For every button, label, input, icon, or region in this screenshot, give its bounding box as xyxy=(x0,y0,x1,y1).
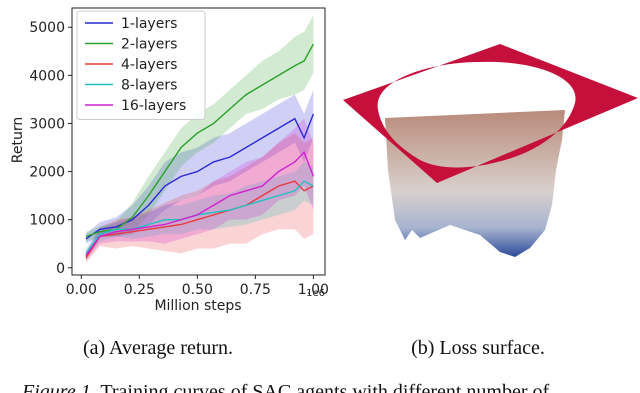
figure-caption: Figure 1. Training curves of SAC agents … xyxy=(21,381,550,393)
x-axis-label: Million steps xyxy=(154,298,241,314)
plot-frame xyxy=(71,7,326,276)
y-axis-label: Return xyxy=(10,117,26,163)
y-tick-label: 5000 xyxy=(29,20,65,36)
legend-label: 8-layers xyxy=(121,78,177,94)
y-tick-label: 0 xyxy=(56,261,65,277)
series-line xyxy=(85,151,315,257)
std-band xyxy=(85,118,314,261)
y-tick-label: 3000 xyxy=(29,116,65,132)
caption-b: (b) Loss surface. xyxy=(411,337,545,359)
x-tick-label: 0.00 xyxy=(66,282,97,298)
surface-well xyxy=(385,110,565,257)
series-line xyxy=(85,180,314,259)
legend-box xyxy=(76,10,206,120)
std-band xyxy=(85,161,314,259)
y-tick-label: 1000 xyxy=(29,213,65,229)
legend-label: 1-layers xyxy=(121,16,177,32)
x-tick-label: 0.75 xyxy=(240,282,271,298)
x-tick-label: 1.00 xyxy=(298,282,329,298)
legend-label: 4-layers xyxy=(121,57,177,73)
legend-label: 16-layers xyxy=(121,98,186,114)
figure-label: Figure 1. xyxy=(21,381,96,393)
legend-label: 2-layers xyxy=(121,37,177,53)
x-offset-label: 1e6 xyxy=(306,288,325,299)
y-tick-label: 2000 xyxy=(29,165,65,181)
series-line xyxy=(85,43,315,238)
std-band xyxy=(85,89,314,244)
caption-a: (a) Average return. xyxy=(83,337,233,359)
y-tick-label: 4000 xyxy=(29,68,65,84)
x-tick-label: 0.25 xyxy=(124,282,155,298)
figure-text: Training curves of SAC agents with diffe… xyxy=(100,381,549,393)
surface-plane xyxy=(343,44,638,183)
std-band xyxy=(85,15,314,242)
series-line xyxy=(85,180,314,254)
x-tick-label: 0.50 xyxy=(182,282,213,298)
